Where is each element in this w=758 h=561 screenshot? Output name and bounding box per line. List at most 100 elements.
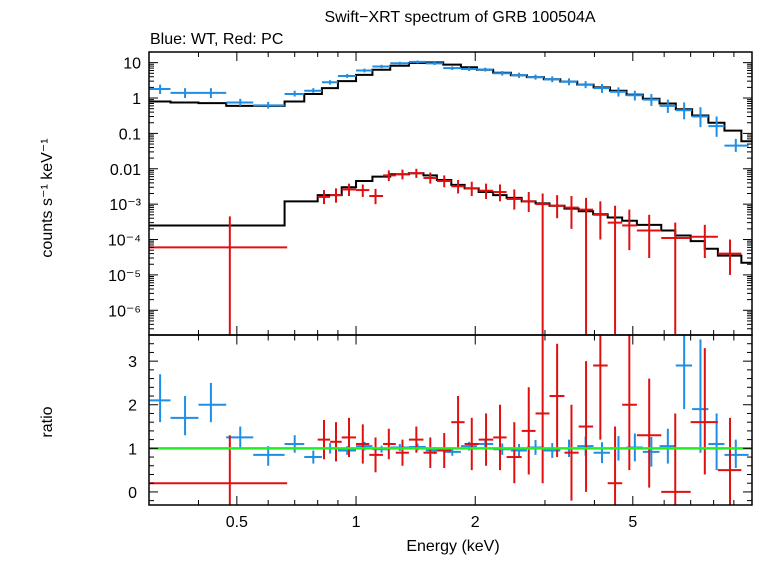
ratio-pc-point (451, 396, 465, 449)
spectrum-pc-point (383, 170, 396, 182)
ratio-pc-point (356, 424, 370, 464)
ratio-y-tick-label: 3 (128, 354, 137, 371)
spectrum-pc-point (330, 188, 342, 203)
ratio-wt-point (304, 450, 322, 464)
spectrum-wt-point (659, 99, 676, 113)
spectrum-pc-point (622, 209, 637, 251)
spectrum-y-tick-label: 10⁻³ (109, 197, 141, 214)
spectrum-pc-point (690, 224, 718, 259)
spectrum-pc-point (356, 184, 370, 197)
x-tick-label: 2 (471, 514, 480, 531)
spectrum-wt-point (724, 138, 749, 152)
spectrum-wt-point (692, 107, 709, 128)
spectrum-y-tick-label: 0.1 (119, 126, 141, 143)
spectrum-wt-point (543, 76, 561, 83)
spectrum-pc-point (506, 189, 522, 210)
ratio-pc-point (717, 417, 742, 505)
spectrum-pc-point (535, 193, 550, 335)
ratio-pc-point (607, 426, 623, 505)
ratio-wt-point (692, 339, 709, 453)
ratio-wt-point (675, 335, 693, 410)
spectrum-pc-point (369, 188, 384, 205)
spectrum-pc-point (717, 239, 742, 275)
ratio-pc-point (535, 335, 550, 484)
ratio-wt-point (284, 435, 305, 453)
spectrum-pc-point (395, 169, 409, 180)
spectrum-y-axis-label: counts s⁻¹ keV⁻¹ (39, 138, 56, 257)
spectrum-pc-point (661, 222, 691, 335)
spectrum-wt-point (390, 61, 409, 65)
spectrum-pc-point (478, 183, 494, 199)
ratio-pc-point (506, 422, 522, 484)
ratio-pc-point (383, 428, 396, 460)
spectrum-pc-point (593, 201, 608, 240)
ratio-pc-point (564, 404, 579, 501)
ratio-wt-point (724, 439, 749, 468)
ratio-pc-point (330, 422, 342, 462)
ratio-wt-point (198, 382, 227, 423)
spectrum-wt-point (460, 67, 477, 72)
spectrum-wt-point (560, 78, 578, 86)
spectrum-pc-point (607, 205, 623, 335)
spectrum-y-tick-label: 1 (132, 91, 141, 108)
spectrum-wt-point (356, 68, 373, 73)
spectrum-wt-point (610, 87, 627, 97)
ratio-pc-point (395, 439, 409, 466)
spectrum-wt-point (198, 88, 227, 99)
spectrum-wt-point (253, 101, 285, 109)
ratio-pc-point (493, 404, 507, 471)
spectrum-y-tick-label: 10 (123, 56, 141, 73)
spectrum-wt-point (526, 74, 544, 80)
spectrum-pc-point (341, 183, 357, 196)
ratio-wt-point (149, 374, 171, 423)
chart-title: Swift−XRT spectrum of GRB 100504A (324, 9, 595, 26)
spectrum-pc-point (317, 190, 331, 205)
ratio-panel-frame (148, 334, 753, 506)
spectrum-pc-point (636, 214, 662, 259)
spectrum-pc-point (451, 180, 465, 194)
ratio-wt-point (170, 396, 199, 436)
spectrum-y-tick-label: 10⁻⁶ (108, 303, 141, 320)
ratio-pc-point (317, 420, 331, 460)
ratio-pc-point (478, 413, 494, 466)
ratio-pc-point (549, 343, 565, 458)
ratio-pc-point (636, 378, 662, 488)
spectrum-wt-point (593, 83, 611, 93)
ratio-pc-point (521, 387, 536, 475)
spectrum-wt-point (476, 67, 494, 72)
spectrum-wt-point (642, 93, 660, 106)
spectrum-wt-point (577, 81, 594, 89)
ratio-pc-point (369, 437, 384, 473)
spectrum-pc-point (436, 175, 452, 188)
wt-model-line (149, 61, 752, 143)
spectrum-pc-point (521, 192, 536, 212)
spectrum-wt-point (408, 60, 426, 64)
spectrum-pc-point (423, 172, 437, 184)
ratio-pc-point (578, 361, 594, 492)
spectrum-y-tick-label: 10⁻⁴ (108, 233, 141, 250)
x-tick-label: 1 (352, 514, 361, 531)
spectrum-pc-point (464, 181, 479, 196)
ratio-wt-point (642, 437, 660, 467)
ratio-pc-point (661, 413, 691, 505)
spectrum-y-tick-label: 10⁻⁵ (108, 268, 141, 285)
x-tick-label: 5 (628, 514, 637, 531)
spectrum-wt-point (425, 61, 444, 65)
ratio-wt-point (659, 428, 676, 464)
x-axis-label: Energy (keV) (406, 538, 499, 555)
spectrum-wt-point (149, 84, 171, 94)
spectrum-pc-point (493, 184, 507, 202)
x-tick-label: 0.5 (226, 514, 248, 531)
spectrum-panel-frame (148, 51, 753, 336)
ratio-pc-point (593, 335, 608, 440)
ratio-pc-point (341, 417, 357, 458)
spectrum-wt-point (708, 116, 725, 137)
spectrum-wt-point (443, 66, 461, 70)
spectrum-pc-point (549, 195, 565, 219)
spectrum-wt-point (170, 88, 199, 99)
pc-model-line (149, 172, 752, 264)
ratio-pc-point (464, 417, 479, 471)
ratio-y-axis-label: ratio (39, 406, 56, 437)
ratio-y-tick-label: 0 (128, 485, 137, 502)
